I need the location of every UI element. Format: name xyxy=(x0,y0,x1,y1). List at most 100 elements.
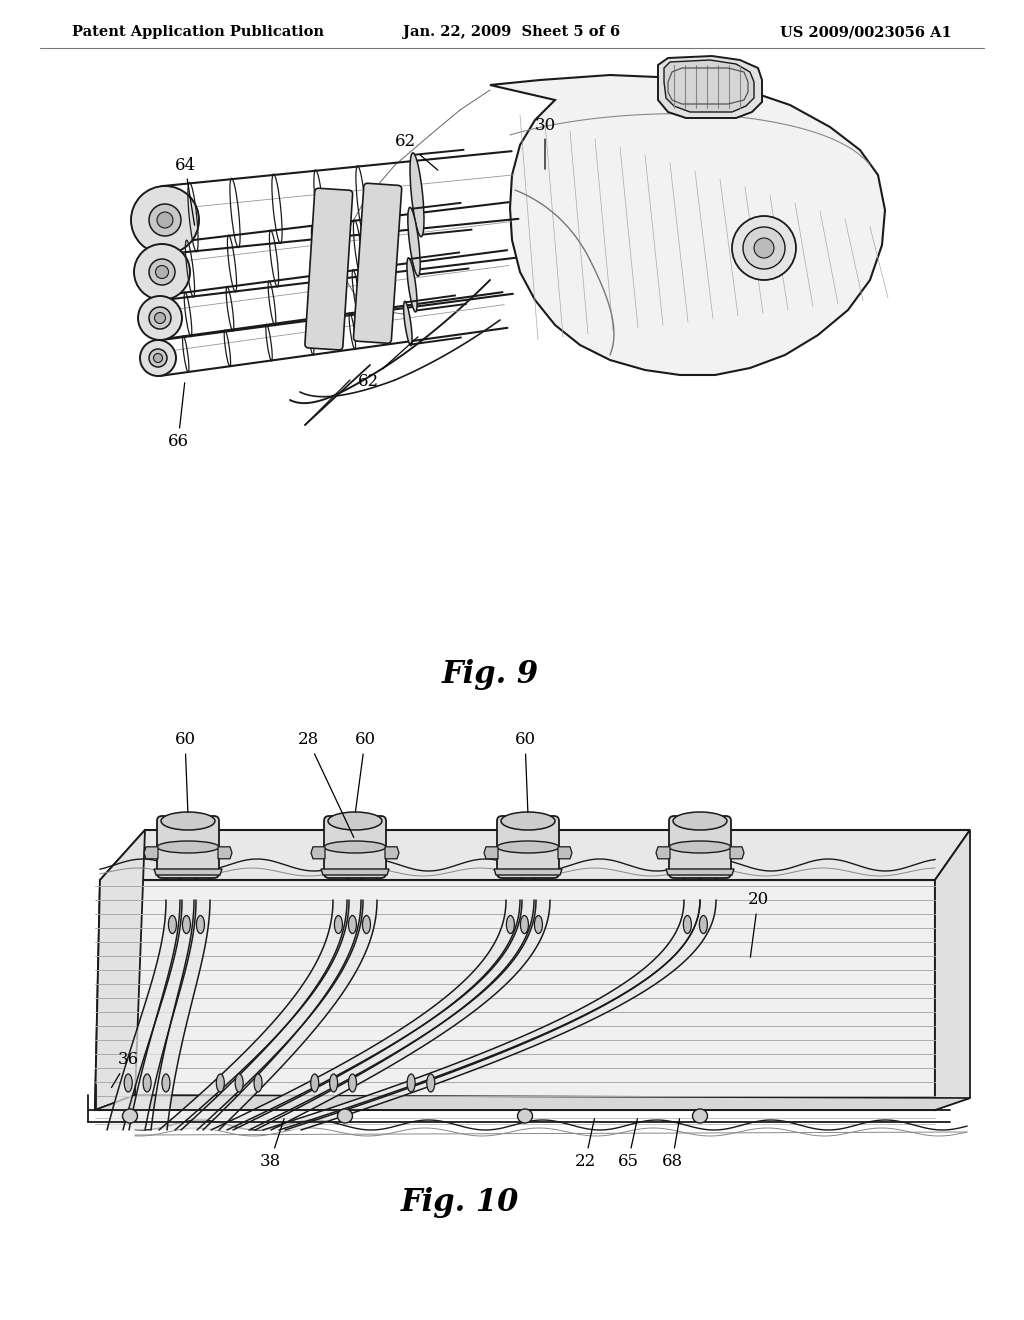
Circle shape xyxy=(150,308,171,329)
Ellipse shape xyxy=(310,1074,318,1092)
Ellipse shape xyxy=(123,1109,137,1123)
Polygon shape xyxy=(129,900,196,1130)
Polygon shape xyxy=(311,847,325,859)
Ellipse shape xyxy=(501,812,555,830)
Circle shape xyxy=(150,348,167,367)
Ellipse shape xyxy=(408,1074,415,1092)
Text: 62: 62 xyxy=(394,133,438,170)
Ellipse shape xyxy=(330,1074,338,1092)
Ellipse shape xyxy=(427,1074,435,1092)
Polygon shape xyxy=(154,869,222,875)
Text: 28: 28 xyxy=(297,731,354,837)
Polygon shape xyxy=(484,847,498,859)
Polygon shape xyxy=(658,55,762,117)
Polygon shape xyxy=(255,900,550,1130)
Circle shape xyxy=(154,354,163,363)
Polygon shape xyxy=(664,59,754,112)
Ellipse shape xyxy=(143,1074,152,1092)
Ellipse shape xyxy=(403,301,412,346)
Ellipse shape xyxy=(497,841,559,853)
Text: 60: 60 xyxy=(514,731,536,812)
Circle shape xyxy=(754,238,774,257)
Ellipse shape xyxy=(408,207,420,276)
Circle shape xyxy=(140,341,176,376)
Polygon shape xyxy=(730,847,744,859)
Ellipse shape xyxy=(236,1074,243,1092)
Ellipse shape xyxy=(168,916,176,933)
Text: 64: 64 xyxy=(174,157,196,226)
Polygon shape xyxy=(263,900,700,1130)
Polygon shape xyxy=(144,847,158,859)
Ellipse shape xyxy=(124,1074,132,1092)
Ellipse shape xyxy=(182,916,190,933)
Circle shape xyxy=(155,313,166,323)
FancyBboxPatch shape xyxy=(324,816,386,878)
Ellipse shape xyxy=(157,841,219,853)
Polygon shape xyxy=(285,900,716,1130)
Text: 38: 38 xyxy=(259,1118,284,1171)
Polygon shape xyxy=(211,900,522,1130)
Polygon shape xyxy=(100,830,970,880)
Polygon shape xyxy=(203,900,377,1130)
FancyBboxPatch shape xyxy=(669,816,731,878)
FancyBboxPatch shape xyxy=(497,816,559,878)
Polygon shape xyxy=(385,847,399,859)
Polygon shape xyxy=(95,880,935,1110)
FancyBboxPatch shape xyxy=(157,816,219,878)
Text: Jan. 22, 2009  Sheet 5 of 6: Jan. 22, 2009 Sheet 5 of 6 xyxy=(403,25,621,40)
Ellipse shape xyxy=(362,916,371,933)
Ellipse shape xyxy=(335,916,342,933)
Polygon shape xyxy=(218,847,232,859)
Polygon shape xyxy=(321,869,389,875)
Circle shape xyxy=(138,296,182,341)
Polygon shape xyxy=(935,830,970,1110)
Text: US 2009/0023056 A1: US 2009/0023056 A1 xyxy=(780,25,952,40)
Ellipse shape xyxy=(535,916,543,933)
Ellipse shape xyxy=(683,916,691,933)
Text: 20: 20 xyxy=(748,891,769,957)
Ellipse shape xyxy=(338,1109,352,1123)
Ellipse shape xyxy=(216,1074,224,1092)
Circle shape xyxy=(134,244,190,300)
Text: 60: 60 xyxy=(354,731,376,812)
Circle shape xyxy=(732,216,796,280)
Ellipse shape xyxy=(254,1074,262,1092)
Ellipse shape xyxy=(507,916,514,933)
Text: 36: 36 xyxy=(112,1052,138,1088)
Text: 22: 22 xyxy=(574,1119,596,1171)
Ellipse shape xyxy=(324,841,386,853)
Text: 30: 30 xyxy=(535,116,556,169)
Ellipse shape xyxy=(328,812,382,830)
Polygon shape xyxy=(233,900,536,1130)
Text: 66: 66 xyxy=(168,383,188,450)
Polygon shape xyxy=(95,830,145,1110)
Ellipse shape xyxy=(410,153,424,236)
Ellipse shape xyxy=(348,916,356,933)
Ellipse shape xyxy=(517,1109,532,1123)
Ellipse shape xyxy=(692,1109,708,1123)
Text: 62: 62 xyxy=(357,337,418,391)
Polygon shape xyxy=(95,1096,970,1110)
Text: 65: 65 xyxy=(617,1119,639,1171)
Circle shape xyxy=(157,213,173,228)
Circle shape xyxy=(156,265,169,279)
Text: Fig. 9: Fig. 9 xyxy=(441,660,539,690)
Text: 68: 68 xyxy=(662,1119,683,1171)
Polygon shape xyxy=(666,869,734,875)
Polygon shape xyxy=(159,900,349,1130)
Ellipse shape xyxy=(162,1074,170,1092)
Ellipse shape xyxy=(699,916,708,933)
Ellipse shape xyxy=(673,812,727,830)
Text: Fig. 10: Fig. 10 xyxy=(400,1187,519,1217)
Text: 60: 60 xyxy=(174,731,196,812)
Circle shape xyxy=(150,259,175,285)
Polygon shape xyxy=(494,869,562,875)
Circle shape xyxy=(743,227,785,269)
Text: Patent Application Publication: Patent Application Publication xyxy=(72,25,324,40)
Polygon shape xyxy=(490,75,885,375)
Ellipse shape xyxy=(520,916,528,933)
Ellipse shape xyxy=(669,841,731,853)
Ellipse shape xyxy=(197,916,205,933)
Polygon shape xyxy=(151,900,210,1130)
Polygon shape xyxy=(656,847,670,859)
